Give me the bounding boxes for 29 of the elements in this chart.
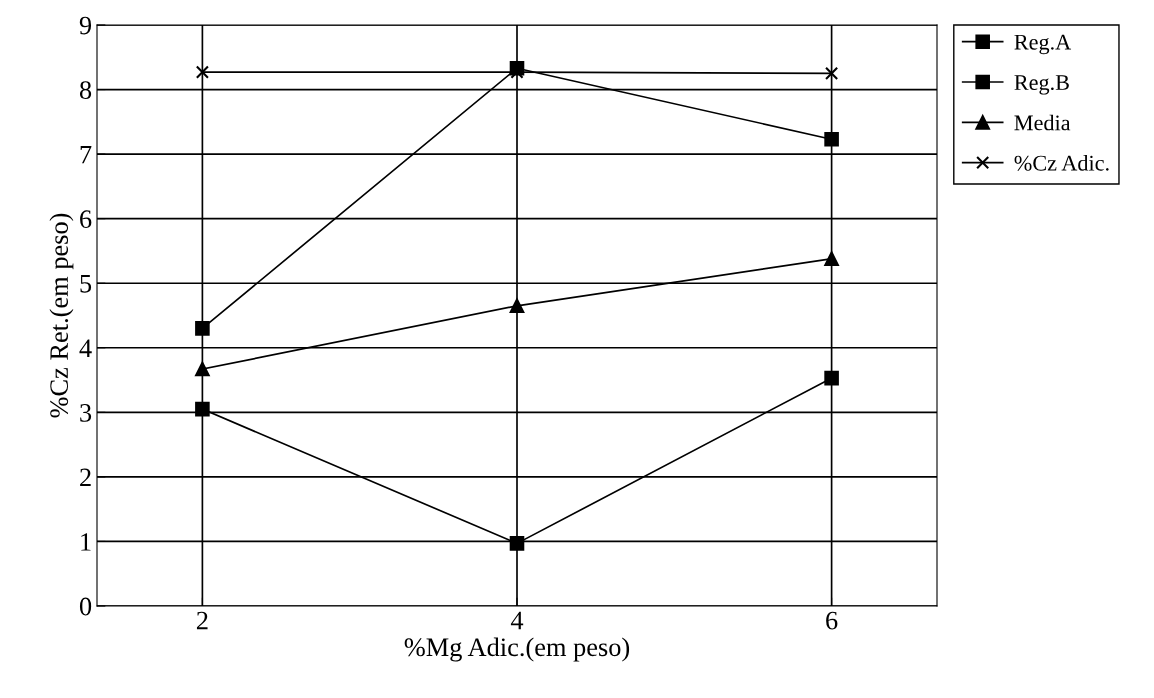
legend-label: Media bbox=[1014, 114, 1071, 131]
legend-label: Reg.A bbox=[1014, 34, 1072, 55]
point bbox=[824, 131, 839, 147]
y-tick-label: 0 bbox=[79, 597, 92, 616]
y-tick-label: 2 bbox=[80, 468, 91, 487]
legend-label: Reg.B bbox=[1014, 75, 1069, 95]
y-tick-label: 4 bbox=[79, 339, 92, 357]
point bbox=[195, 401, 210, 417]
y-tick-label: 6 bbox=[80, 210, 92, 229]
x-tick-label: 2 bbox=[196, 611, 208, 630]
x-tick-label: 4 bbox=[510, 611, 524, 630]
y-tick-label: 1 bbox=[81, 533, 91, 551]
point bbox=[195, 65, 209, 79]
x-tick-label: 6 bbox=[826, 611, 838, 630]
point bbox=[824, 370, 839, 386]
point bbox=[509, 298, 525, 314]
x-axis-title: %Mg Adic.(em peso) bbox=[404, 637, 630, 662]
y-tick-label: 7 bbox=[80, 145, 92, 164]
point bbox=[195, 361, 210, 377]
point bbox=[195, 321, 210, 336]
y-tick-label: 3 bbox=[80, 404, 92, 422]
legend-label: %Cz Adic. bbox=[1014, 155, 1109, 171]
point bbox=[509, 536, 525, 551]
point bbox=[824, 251, 839, 266]
y-tick-label: 8 bbox=[79, 81, 92, 99]
y-axis-title: %Cz Ret.(em peso) bbox=[49, 213, 74, 418]
y-tick-label: 5 bbox=[80, 275, 92, 293]
point bbox=[825, 66, 839, 81]
y-tick-label: 9 bbox=[79, 16, 92, 35]
